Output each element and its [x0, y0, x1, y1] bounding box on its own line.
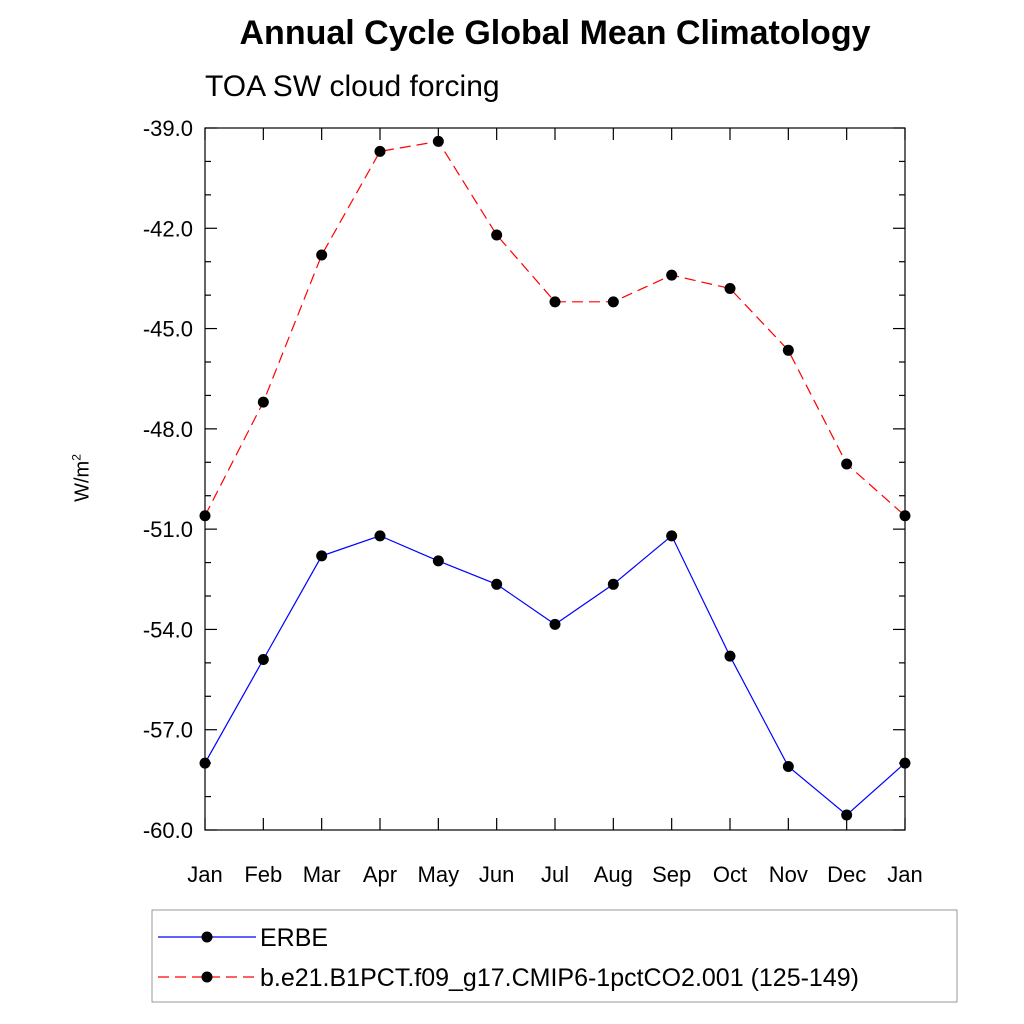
- x-tick-label: Jun: [479, 862, 514, 887]
- data-point-series-1: [899, 757, 911, 769]
- data-point-series-2: [432, 135, 444, 147]
- series-line-1: [204, 534, 906, 816]
- x-tick-label: Aug: [594, 862, 633, 887]
- y-tick-label: -60.0: [143, 818, 193, 843]
- legend-label-1: ERBE: [260, 924, 328, 952]
- x-tick-label: Jan: [187, 862, 222, 887]
- x-tick-label: Dec: [827, 862, 866, 887]
- data-point-series-1: [374, 530, 386, 542]
- chart-title: Annual Cycle Global Mean Climatology: [239, 14, 871, 52]
- legend-marker-2: [201, 971, 213, 983]
- y-tick-label: -39.0: [143, 116, 193, 141]
- x-tick-label: Jan: [887, 862, 922, 887]
- data-point-series-1: [257, 654, 269, 666]
- plot-frame: [204, 127, 906, 831]
- y-tick-label: -45.0: [143, 317, 193, 342]
- x-tick-label: Feb: [244, 862, 282, 887]
- data-point-series-1: [491, 578, 503, 590]
- x-tick-label: May: [418, 862, 460, 887]
- y-tick-label: -57.0: [143, 718, 193, 743]
- x-tick-label: Sep: [652, 862, 691, 887]
- data-point-series-1: [841, 809, 853, 821]
- data-point-series-1: [199, 757, 211, 769]
- data-point-series-2: [316, 249, 328, 261]
- data-point-series-2: [199, 510, 211, 522]
- y-tick-label: -48.0: [143, 417, 193, 442]
- data-point-series-2: [374, 145, 386, 157]
- data-point-series-2: [724, 282, 736, 294]
- x-tick-label: Jul: [541, 862, 569, 887]
- x-tick-label: Oct: [713, 862, 747, 887]
- series-lines: [204, 140, 906, 816]
- x-tick-label: Nov: [769, 862, 808, 887]
- chart-subtitle: TOA SW cloud forcing: [205, 70, 500, 103]
- x-tick-label: Mar: [303, 862, 341, 887]
- legend-label-2: b.e21.B1PCT.f09_g17.CMIP6-1pctCO2.001 (1…: [260, 964, 859, 992]
- y-tick-label: -42.0: [143, 216, 193, 241]
- data-point-series-2: [549, 296, 561, 308]
- data-point-series-1: [607, 578, 619, 590]
- y-tick-label: -54.0: [143, 617, 193, 642]
- y-tick-label: -51.0: [143, 517, 193, 542]
- x-tick-label: Apr: [363, 862, 397, 887]
- data-point-series-1: [432, 555, 444, 567]
- data-point-series-2: [841, 458, 853, 470]
- data-point-series-2: [666, 269, 678, 281]
- legend: ERBE b.e21.B1PCT.f09_g17.CMIP6-1pctCO2.00…: [158, 924, 859, 992]
- data-point-series-2: [257, 396, 269, 408]
- data-point-series-2: [607, 296, 619, 308]
- data-point-series-2: [782, 344, 794, 356]
- legend-marker-1: [201, 931, 213, 943]
- series-markers: [199, 135, 911, 821]
- data-point-series-1: [316, 550, 328, 562]
- tick-labels: -39.0 -42.0 -45.0 -48.0 -51.0 -54.0 -57.0 -60.0…: [143, 116, 923, 887]
- data-point-series-2: [491, 229, 503, 241]
- data-point-series-1: [782, 760, 794, 772]
- data-point-series-1: [724, 650, 736, 662]
- data-point-series-1: [549, 618, 561, 630]
- data-point-series-2: [899, 510, 911, 522]
- axis-ticks: [204, 127, 906, 831]
- data-point-series-1: [666, 530, 678, 542]
- series-line-2: [204, 140, 906, 517]
- legend-box: [151, 909, 958, 1003]
